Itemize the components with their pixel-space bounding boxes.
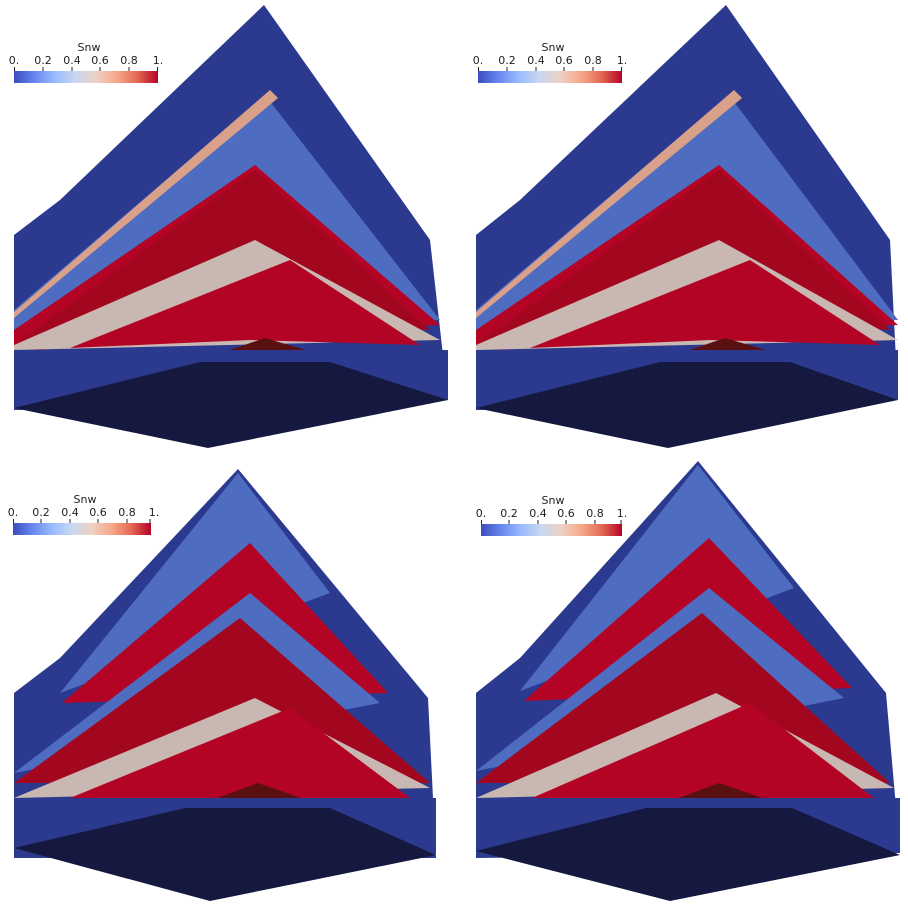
tick-label: 0.2 <box>32 506 50 519</box>
tick-label: 0.4 <box>63 54 81 67</box>
tick-label: 0.6 <box>89 506 107 519</box>
colorbar-ticks: 0. 0.2 0.4 0.6 0.8 1. <box>473 54 628 67</box>
colorbar-gradient <box>478 71 622 83</box>
tick-label: 0.2 <box>498 54 516 67</box>
colorbar-tick-marks <box>478 67 622 71</box>
tick-label: 0. <box>7 506 19 519</box>
colorbar-title: Snw <box>541 494 565 507</box>
cube-bottom-face <box>14 808 436 901</box>
colorbar-gradient <box>481 524 622 536</box>
tick-label: 0. <box>472 54 484 67</box>
tick-label: 0.4 <box>61 506 79 519</box>
tick-label: 1. <box>616 507 628 520</box>
colorbar-ticks: 0. 0.2 0.4 0.6 0.8 1. <box>9 54 164 67</box>
cube-render <box>14 469 436 901</box>
render-panel-1: Snw 0. 0.2 0.4 0.6 0.8 1. <box>0 0 454 452</box>
tick-label: 0.6 <box>555 54 573 67</box>
tick-label: 0.8 <box>584 54 602 67</box>
tick-label: 0.8 <box>118 506 136 519</box>
colorbar-tick-marks <box>14 67 158 71</box>
cube-render <box>476 5 898 448</box>
band-pale <box>14 90 278 318</box>
tick-label: 0.8 <box>120 54 138 67</box>
colorbar: Snw 0. 0.2 0.4 0.6 0.8 1. <box>473 41 628 92</box>
tick-label: 0. <box>8 54 20 67</box>
colorbar: Snw 0. 0.2 0.4 0.6 0.8 1. <box>7 493 160 544</box>
tick-label: 0.6 <box>91 54 109 67</box>
colorbar-title: Snw <box>73 493 97 506</box>
band-red-lower <box>530 260 880 348</box>
band-light-blue <box>60 473 330 693</box>
tick-label: 1. <box>152 54 164 67</box>
band-red-lower <box>70 708 410 798</box>
tick-label: 0.4 <box>529 507 547 520</box>
tick-label: 0.6 <box>557 507 575 520</box>
tick-label: 0.4 <box>527 54 545 67</box>
cube-bottom-face <box>14 362 448 448</box>
band-red-lower <box>532 703 874 798</box>
colorbar: Snw 0. 0.2 0.4 0.6 0.8 1. <box>475 494 628 545</box>
colorbar-gradient <box>13 523 151 535</box>
tick-label: 0.8 <box>586 507 604 520</box>
colorbar-title: Snw <box>77 41 101 54</box>
colorbar: Snw 0. 0.2 0.4 0.6 0.8 1. <box>9 41 164 92</box>
colorbar-tick-marks <box>13 519 151 523</box>
render-panel-3: Snw 0. 0.2 0.4 0.6 0.8 1. <box>0 453 454 905</box>
render-panel-4: Snw 0. 0.2 0.4 0.6 0.8 1. <box>454 453 908 905</box>
colorbar-gradient <box>14 71 158 83</box>
cube-render <box>476 461 900 901</box>
band-pale <box>476 90 742 318</box>
band-red-lower <box>70 260 420 348</box>
cube-bottom-face <box>476 362 898 448</box>
colorbar-tick-marks <box>481 520 622 524</box>
tick-label: 1. <box>616 54 628 67</box>
colorbar-title: Snw <box>541 41 565 54</box>
colorbar-ticks: 0. 0.2 0.4 0.6 0.8 1. <box>475 507 628 520</box>
tick-label: 0.2 <box>34 54 52 67</box>
tick-label: 0. <box>475 507 487 520</box>
tick-label: 0.2 <box>500 507 518 520</box>
band-light-blue <box>520 465 794 691</box>
colorbar-ticks: 0. 0.2 0.4 0.6 0.8 1. <box>7 506 160 519</box>
cube-bottom-face <box>476 808 900 901</box>
render-panel-2: Snw 0. 0.2 0.4 0.6 0.8 1. <box>454 0 908 452</box>
tick-label: 1. <box>148 506 160 519</box>
cube-render <box>14 5 448 448</box>
